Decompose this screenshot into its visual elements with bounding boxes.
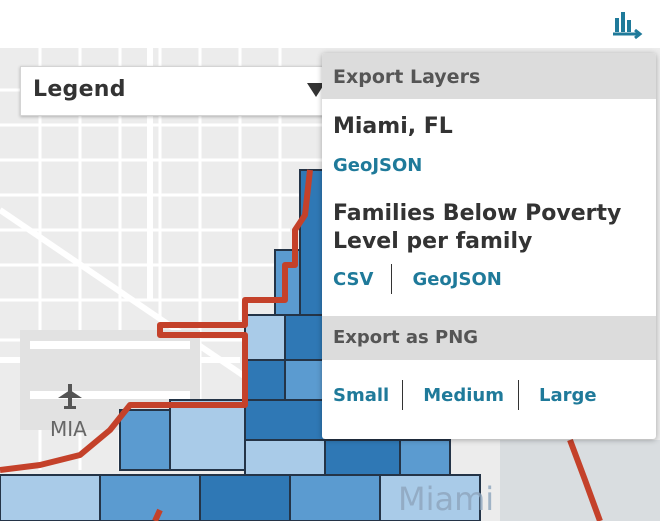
export-png-header: Export as PNG (322, 316, 656, 360)
divider (402, 380, 404, 410)
airplane-icon (58, 384, 82, 409)
png-medium-link[interactable]: Medium (423, 384, 504, 406)
caret-down-icon[interactable] (307, 83, 325, 97)
layer-title: Families Below Poverty Level per family (333, 201, 622, 254)
legend-dropdown[interactable]: Legend (20, 66, 330, 116)
top-toolbar (0, 0, 660, 48)
png-small-link[interactable]: Small (333, 384, 390, 406)
layer-title: Miami, FL (333, 114, 453, 139)
export-layers-header: Export Layers (322, 53, 656, 99)
city-label: Miami (398, 480, 494, 518)
layer-section-miami: Miami, FL GeoJSON (322, 99, 656, 176)
legend-title: Legend (33, 77, 126, 102)
csv-download-link[interactable]: CSV (333, 268, 374, 290)
png-size-options: Small Medium Large (322, 360, 656, 410)
export-panel: Export Layers Miami, FL GeoJSON Families… (322, 53, 656, 439)
geojson-download-link[interactable]: GeoJSON (333, 155, 423, 176)
chart-export-icon[interactable] (610, 8, 646, 44)
divider (391, 264, 393, 294)
geojson-download-link[interactable]: GeoJSON (412, 268, 502, 290)
png-large-link[interactable]: Large (538, 384, 597, 406)
airport-label: MIA (50, 417, 87, 441)
layer-section-poverty: Families Below Poverty Level per family … (322, 176, 656, 294)
divider (517, 380, 519, 410)
